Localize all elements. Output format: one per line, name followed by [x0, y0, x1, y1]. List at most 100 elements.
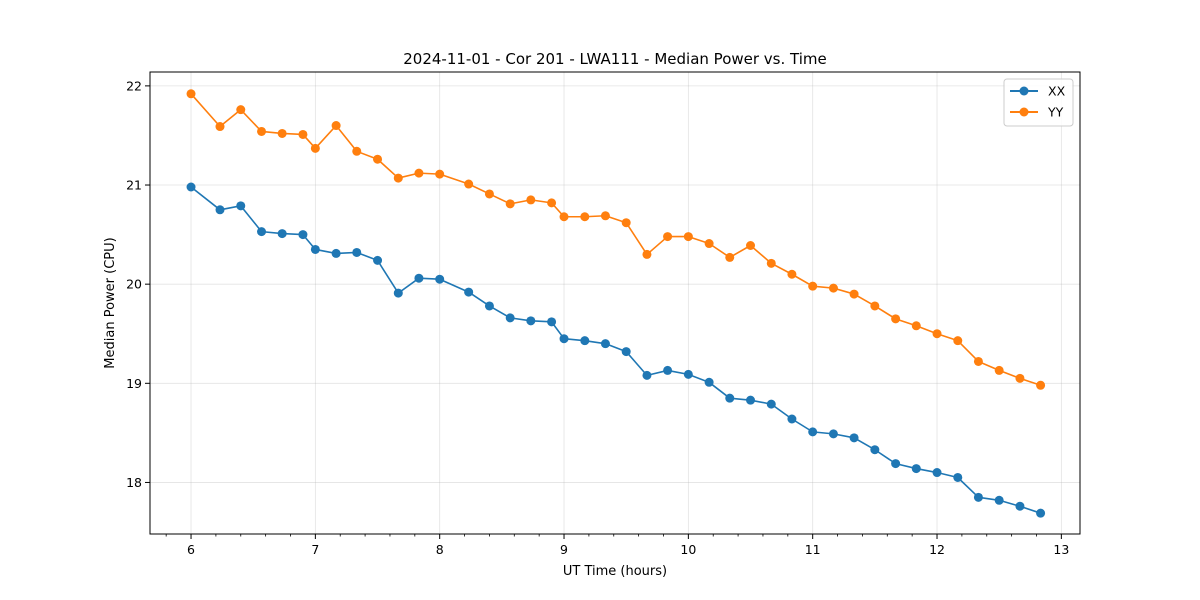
data-point-xx: [559, 334, 569, 344]
data-point-yy: [621, 218, 631, 228]
data-point-yy: [725, 252, 735, 262]
data-point-xx: [891, 459, 901, 469]
data-point-yy: [953, 336, 963, 346]
data-point-xx: [870, 445, 880, 455]
data-point-yy: [932, 329, 942, 339]
data-point-xx: [352, 247, 362, 257]
x-tick-label: 13: [1053, 542, 1069, 557]
data-point-yy: [352, 146, 362, 156]
legend: XX YY: [1003, 78, 1074, 127]
data-point-xx: [186, 182, 196, 192]
data-point-xx: [973, 492, 983, 502]
data-point-yy: [1015, 373, 1025, 383]
data-point-xx: [526, 316, 536, 326]
data-point-yy: [973, 356, 983, 366]
legend-marker-xx: [1019, 86, 1029, 96]
x-tick-label: 6: [187, 542, 195, 557]
series-group: [186, 89, 1046, 518]
data-point-yy: [435, 169, 445, 179]
x-tick-label: 10: [680, 542, 696, 557]
data-point-yy: [393, 173, 403, 183]
data-point-xx: [236, 201, 246, 211]
data-point-yy: [870, 301, 880, 311]
data-point-yy: [257, 126, 267, 136]
data-point-yy: [683, 232, 693, 242]
data-point-yy: [911, 321, 921, 331]
x-tick-label: 7: [311, 542, 319, 557]
y-tick-label: 18: [126, 475, 142, 490]
data-point-yy: [600, 211, 610, 221]
data-point-xx: [642, 370, 652, 380]
y-axis-label: Median Power (CPU): [103, 237, 118, 368]
y-tick-label: 21: [126, 178, 142, 193]
data-point-xx: [808, 427, 818, 437]
data-point-yy: [414, 168, 424, 178]
legend-label-xx: XX: [1048, 84, 1066, 99]
data-point-yy: [298, 129, 308, 139]
data-point-yy: [849, 289, 859, 299]
data-point-yy: [505, 199, 515, 209]
data-point-yy: [236, 105, 246, 115]
data-point-xx: [277, 229, 287, 239]
data-point-xx: [505, 313, 515, 323]
x-tick-label: 12: [929, 542, 945, 557]
data-point-xx: [725, 393, 735, 403]
data-point-xx: [600, 339, 610, 349]
data-point-xx: [1036, 508, 1046, 518]
data-point-xx: [215, 205, 225, 215]
data-point-yy: [331, 121, 341, 131]
data-point-xx: [746, 395, 756, 405]
data-point-yy: [828, 283, 838, 293]
data-point-yy: [1036, 380, 1046, 390]
data-point-yy: [746, 241, 756, 250]
data-point-xx: [849, 433, 859, 443]
data-point-yy: [373, 154, 383, 164]
data-point-xx: [704, 377, 714, 387]
data-point-xx: [414, 273, 424, 283]
data-point-xx: [464, 287, 474, 297]
legend-label-yy: YY: [1047, 105, 1064, 120]
data-point-yy: [277, 128, 287, 138]
series-yy: [186, 89, 1046, 390]
data-point-yy: [663, 232, 673, 242]
data-point-xx: [298, 230, 308, 240]
data-point-xx: [828, 429, 838, 439]
data-point-yy: [642, 249, 652, 259]
x-tick-label: 9: [560, 542, 568, 557]
data-point-yy: [891, 314, 901, 324]
x-tick-label: 8: [436, 542, 444, 557]
data-point-xx: [393, 288, 403, 298]
data-point-yy: [526, 195, 536, 205]
data-point-yy: [704, 239, 714, 249]
y-tick-label: 22: [126, 78, 142, 93]
data-point-xx: [683, 369, 693, 379]
data-point-xx: [766, 399, 776, 409]
data-point-xx: [621, 347, 631, 357]
data-point-xx: [373, 255, 383, 265]
series-xx: [186, 182, 1046, 518]
y-tick-label: 19: [126, 376, 142, 391]
data-point-xx: [310, 244, 320, 254]
grid: [150, 72, 1080, 534]
data-point-yy: [484, 189, 494, 199]
plot-frame: [149, 71, 1081, 535]
data-point-yy: [464, 179, 474, 189]
data-point-yy: [310, 143, 320, 153]
data-point-xx: [484, 301, 494, 311]
data-point-xx: [1015, 501, 1025, 511]
chart-title: 2024-11-01 - Cor 201 - LWA111 - Median P…: [403, 50, 827, 68]
data-point-yy: [580, 212, 590, 222]
data-point-xx: [911, 464, 921, 474]
x-tick-label: 11: [805, 542, 821, 557]
data-point-xx: [932, 468, 942, 478]
data-point-yy: [808, 281, 818, 291]
data-point-xx: [435, 274, 445, 284]
data-point-yy: [766, 258, 776, 268]
data-point-yy: [994, 365, 1004, 375]
y-tick-label: 20: [126, 277, 142, 292]
data-point-xx: [953, 472, 963, 482]
data-point-xx: [257, 227, 267, 237]
data-point-xx: [994, 495, 1004, 505]
data-point-xx: [663, 365, 673, 375]
